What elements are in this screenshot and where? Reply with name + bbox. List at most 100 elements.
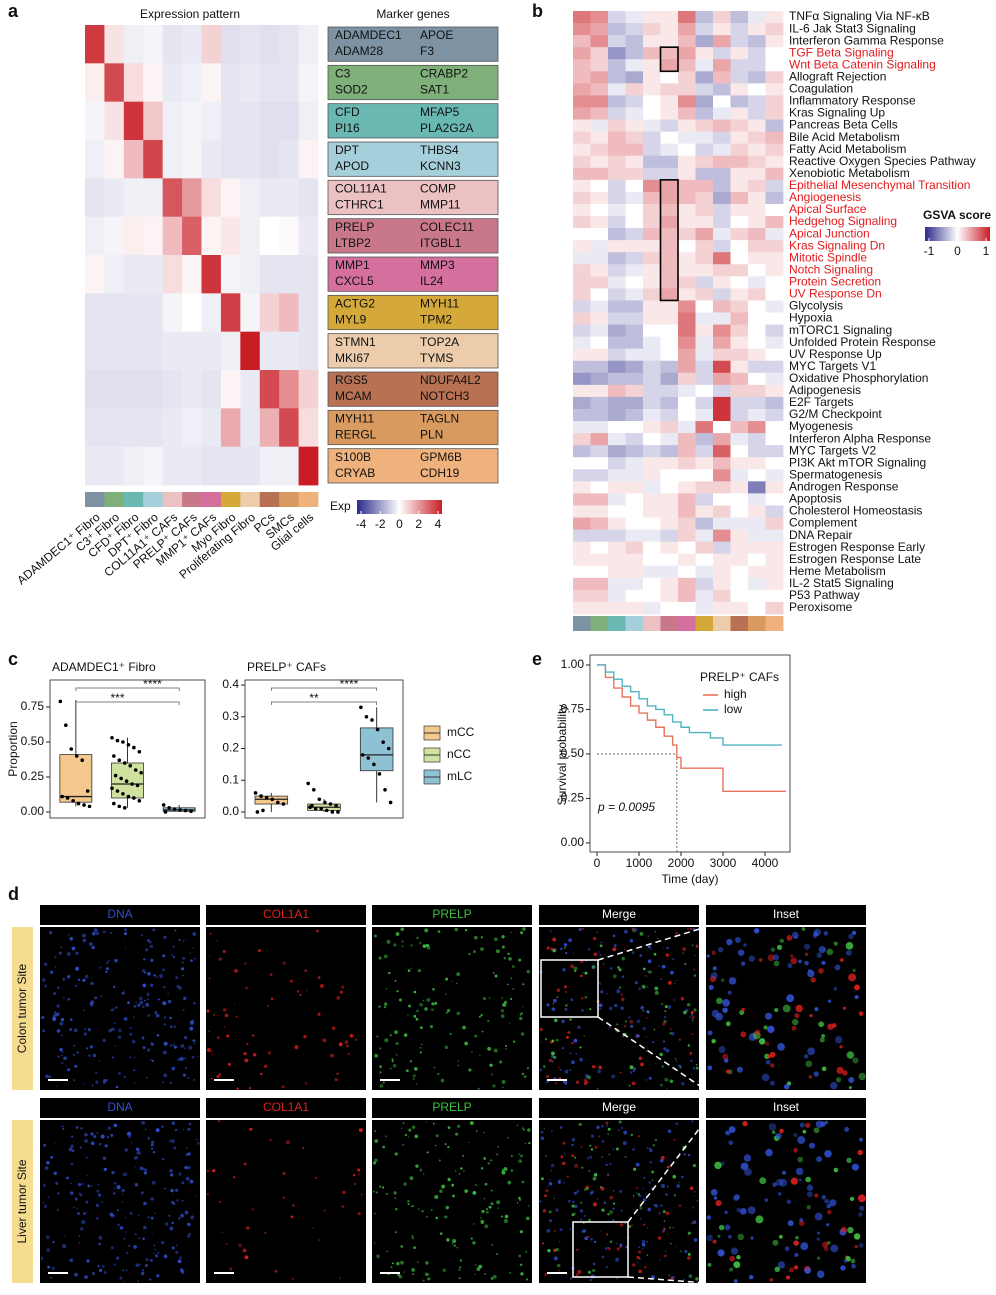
micrograph-texture: [100, 995, 103, 998]
micrograph-texture: [859, 1137, 863, 1142]
heatmap-cell: [660, 35, 679, 48]
column-color: [298, 492, 319, 507]
heatmap-cell: [143, 216, 164, 256]
heatmap-cell: [608, 216, 626, 229]
micrograph-texture: [151, 1059, 154, 1063]
micrograph-texture: [584, 995, 588, 999]
micrograph-texture: [216, 1075, 220, 1079]
micrograph-texture: [193, 1078, 196, 1081]
micrograph-texture: [69, 1258, 74, 1263]
micrograph-texture: [57, 986, 60, 989]
micrograph-texture: [502, 1087, 504, 1089]
heatmap-cell: [182, 63, 202, 103]
micrograph-texture: [404, 1133, 408, 1137]
heatmap-cell: [573, 541, 591, 555]
heatmap-cell: [590, 143, 609, 157]
heatmap-cell: [573, 601, 591, 615]
heatmap-cell: [713, 240, 731, 253]
heatmap-cell: [678, 396, 696, 410]
heatmap-cell: [201, 370, 222, 409]
heatmap-cell: [590, 155, 609, 169]
micrograph-texture: [669, 1242, 672, 1245]
micrograph-texture: [740, 961, 746, 966]
data-point: [372, 762, 376, 767]
micrograph-texture: [111, 1027, 115, 1032]
heatmap-cell: [608, 553, 626, 567]
micrograph-texture: [579, 1218, 583, 1221]
heatmap-cell: [765, 384, 784, 398]
micrograph-texture: [123, 1281, 126, 1283]
micrograph-texture: [197, 1055, 199, 1058]
micrograph-texture: [89, 1045, 94, 1049]
heatmap-cell: [608, 517, 626, 530]
micrograph-texture: [551, 1039, 555, 1043]
micrograph-texture: [456, 1246, 459, 1249]
micrograph-texture: [156, 1033, 160, 1037]
micrograph-texture: [552, 1002, 555, 1005]
micrograph-texture: [95, 1080, 99, 1084]
heatmap-cell: [298, 293, 319, 333]
heatmap-cell: [713, 203, 731, 217]
micrograph-texture: [45, 1074, 49, 1079]
heatmap-cell: [695, 119, 714, 132]
micrograph-texture: [648, 1147, 651, 1150]
micrograph-texture: [492, 1274, 497, 1279]
micrograph-texture: [553, 998, 557, 1003]
micrograph-texture: [588, 1218, 592, 1222]
micrograph-texture: [678, 1064, 681, 1068]
micrograph-texture: [73, 1053, 75, 1056]
micrograph-texture: [591, 1064, 596, 1069]
heatmap-cell: [713, 505, 731, 518]
micrograph-texture: [666, 946, 669, 950]
micrograph-texture: [383, 954, 388, 959]
micrograph-texture: [736, 1207, 741, 1213]
heatmap-cell: [625, 541, 644, 555]
row-label: Wnt Beta Catenin Signaling: [789, 57, 936, 71]
micrograph-texture: [614, 1003, 618, 1008]
micrograph-texture: [663, 1047, 667, 1051]
micrograph-texture: [463, 1170, 465, 1172]
micrograph-texture: [306, 1083, 308, 1086]
heatmap-cell: [573, 384, 591, 398]
heatmap-cell: [695, 276, 714, 289]
data-point: [163, 810, 168, 814]
micrograph-texture: [56, 1209, 59, 1212]
heatmap-cell: [765, 119, 784, 132]
heatmap-cell: [730, 240, 749, 253]
heatmap-cell: [713, 577, 731, 591]
marker-gene: TPM2: [420, 313, 452, 327]
micrograph-texture: [51, 1266, 56, 1271]
micrograph-texture: [55, 1181, 59, 1185]
micrograph-texture: [668, 1226, 672, 1229]
data-point: [366, 756, 371, 760]
heatmap-cell: [730, 433, 749, 446]
heatmap-cell: [643, 35, 661, 48]
micrograph-texture: [146, 938, 151, 943]
heatmap-cell: [573, 433, 591, 446]
micrograph-texture: [551, 1130, 553, 1132]
micrograph-texture: [52, 1016, 56, 1021]
micrograph-texture: [470, 1237, 473, 1240]
row-label: IL-2 Stat5 Signaling: [789, 576, 894, 590]
heatmap-cell: [182, 101, 202, 141]
micrograph-texture: [123, 927, 128, 932]
micrograph-texture: [556, 1263, 561, 1268]
micrograph-texture: [566, 1175, 569, 1178]
micrograph-texture: [163, 1023, 166, 1026]
row-label: Adipogenesis: [789, 383, 861, 397]
heatmap-cell: [590, 408, 609, 422]
micrograph-texture: [743, 943, 747, 947]
micrograph-texture: [139, 1263, 141, 1265]
micrograph-texture: [218, 957, 223, 961]
micrograph-texture: [187, 1127, 191, 1131]
heatmap-cell: [625, 360, 644, 374]
heatmap-cell: [625, 191, 644, 205]
heatmap-cell: [678, 11, 696, 24]
heatmap-cell: [143, 63, 164, 103]
micrograph-texture: [584, 971, 588, 975]
micrograph-texture: [854, 984, 860, 991]
micrograph-texture: [456, 972, 461, 977]
heatmap-cell: [85, 293, 105, 333]
box: [59, 754, 93, 803]
micrograph-texture: [424, 928, 429, 933]
